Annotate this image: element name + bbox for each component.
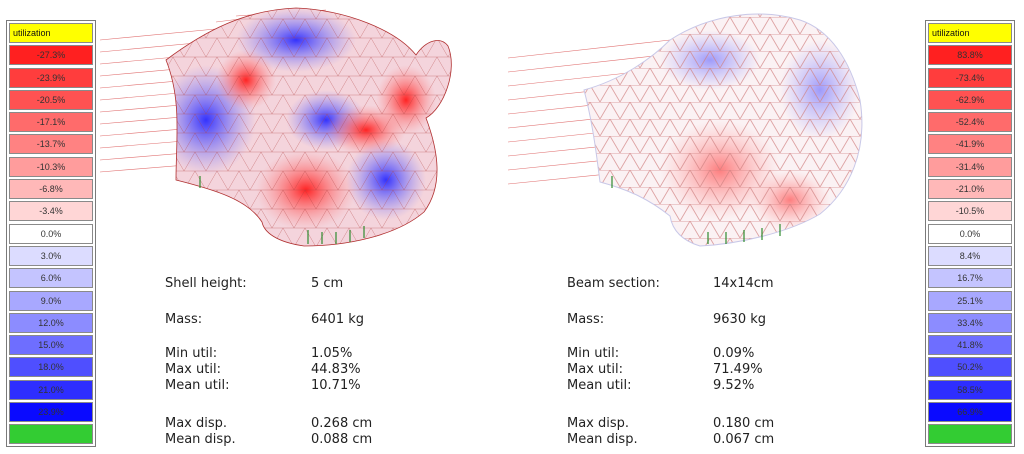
legend-left: utilization -27.3% -23.9% -20.5% -17.1% … bbox=[6, 20, 96, 448]
legend-right-header: utilization bbox=[928, 23, 1012, 43]
stat-label: Beam section: bbox=[567, 276, 660, 291]
stat-label: Min util: bbox=[567, 346, 620, 361]
legend-right-cell: 8.4% bbox=[928, 245, 1012, 266]
stat-label: Shell height: bbox=[165, 276, 247, 291]
legend-left-cell: 18.0% bbox=[9, 357, 93, 378]
legend-right-cell: 33.4% bbox=[928, 312, 1012, 333]
legend-right-cell: 16.7% bbox=[928, 268, 1012, 289]
legend-left-header: utilization bbox=[9, 23, 93, 43]
legend-right-footer bbox=[928, 424, 1012, 445]
shell-render bbox=[99, 7, 452, 247]
stat-value: 14x14cm bbox=[713, 276, 774, 291]
legend-right-cell: -73.4% bbox=[928, 67, 1012, 88]
legend-left-cell: 0.0% bbox=[9, 223, 93, 244]
stat-value: 0.268 cm bbox=[311, 416, 373, 431]
legend-left-cell: 15.0% bbox=[9, 335, 93, 356]
stat-label: Max disp. bbox=[165, 416, 228, 431]
stat-label: Max util: bbox=[567, 362, 623, 377]
legend-left-cell: 12.0% bbox=[9, 312, 93, 333]
legend-right-cell: -62.9% bbox=[928, 89, 1012, 110]
stat-label: Mean util: bbox=[165, 378, 230, 393]
stat-value: 5 cm bbox=[311, 276, 344, 291]
legend-left-cell: -27.3% bbox=[9, 45, 93, 66]
stat-value: 0.067 cm bbox=[713, 432, 775, 447]
legend-right-cell: 83.8% bbox=[928, 45, 1012, 66]
stat-value: 0.088 cm bbox=[311, 432, 373, 447]
stat-label: Mass: bbox=[165, 312, 203, 327]
stat-value: 1.05% bbox=[311, 346, 353, 361]
legend-left-cell: -6.8% bbox=[9, 179, 93, 200]
legend-right-cell: 25.1% bbox=[928, 290, 1012, 311]
legend-left-cell: -3.4% bbox=[9, 201, 93, 222]
legend-right: utilization 83.8% -73.4% -62.9% -52.4% -… bbox=[925, 20, 1015, 448]
legend-right-cell: 50.2% bbox=[928, 357, 1012, 378]
stat-label: Mean disp. bbox=[165, 432, 236, 447]
stat-value: 0.180 cm bbox=[713, 416, 775, 431]
legend-left-cell: 23.9% bbox=[9, 402, 93, 423]
legend-right-cell: -41.9% bbox=[928, 134, 1012, 155]
gridshell-render bbox=[507, 13, 863, 247]
stat-label: Max util: bbox=[165, 362, 221, 377]
legend-right-cell: 66.9% bbox=[928, 402, 1012, 423]
support-markers bbox=[611, 176, 781, 244]
stat-label: Max disp. bbox=[567, 416, 630, 431]
stat-value: 0.09% bbox=[713, 346, 755, 361]
support-markers bbox=[199, 176, 365, 244]
stat-value: 71.49% bbox=[713, 362, 763, 377]
legend-left-cell: -10.3% bbox=[9, 156, 93, 177]
legend-left-cell: -20.5% bbox=[9, 89, 93, 110]
stat-value: 44.83% bbox=[311, 362, 361, 377]
legend-left-cell: -23.9% bbox=[9, 67, 93, 88]
stat-label: Min util: bbox=[165, 346, 218, 361]
stat-value: 9630 kg bbox=[713, 312, 766, 327]
legend-left-footer bbox=[9, 424, 93, 445]
stat-value: 10.71% bbox=[311, 378, 361, 393]
stat-label: Mean util: bbox=[567, 378, 632, 393]
legend-left-cell: 3.0% bbox=[9, 245, 93, 266]
legend-right-cell: -10.5% bbox=[928, 201, 1012, 222]
stat-label: Mass: bbox=[567, 312, 605, 327]
legend-left-cell: -17.1% bbox=[9, 112, 93, 133]
legend-left-cell: 6.0% bbox=[9, 268, 93, 289]
stat-value: 6401 kg bbox=[311, 312, 364, 327]
legend-right-cell: -21.0% bbox=[928, 179, 1012, 200]
legend-right-cell: -52.4% bbox=[928, 112, 1012, 133]
legend-left-cell: 9.0% bbox=[9, 290, 93, 311]
stat-value: 9.52% bbox=[713, 378, 755, 393]
stat-label: Mean disp. bbox=[567, 432, 638, 447]
legend-right-cell: 41.8% bbox=[928, 335, 1012, 356]
legend-right-cell: 0.0% bbox=[928, 223, 1012, 244]
legend-left-cell: 21.0% bbox=[9, 379, 93, 400]
legend-right-cell: -31.4% bbox=[928, 156, 1012, 177]
legend-right-cell: 58.5% bbox=[928, 379, 1012, 400]
legend-left-cell: -13.7% bbox=[9, 134, 93, 155]
